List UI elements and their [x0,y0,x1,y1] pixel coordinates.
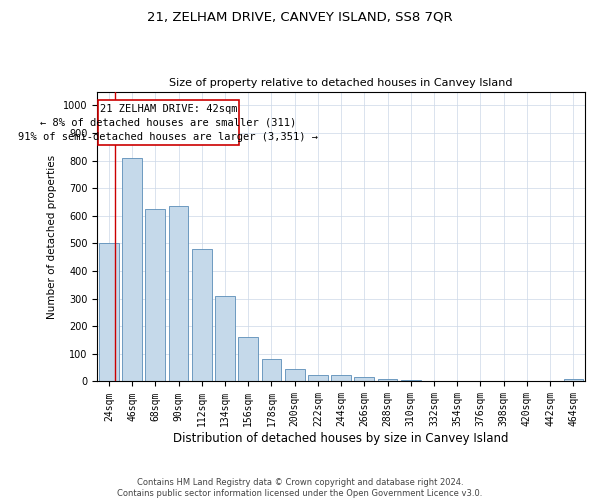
Bar [99,244,119,382]
Bar [331,376,351,382]
Bar [448,381,467,382]
Text: 21, ZELHAM DRIVE, CANVEY ISLAND, SS8 7QR: 21, ZELHAM DRIVE, CANVEY ISLAND, SS8 7QR [147,10,453,23]
Bar [563,380,583,382]
Bar [169,206,188,382]
Bar [378,378,397,382]
Bar [424,380,444,382]
Bar [122,158,142,382]
Bar [401,380,421,382]
Text: Contains HM Land Registry data © Crown copyright and database right 2024.
Contai: Contains HM Land Registry data © Crown c… [118,478,482,498]
Bar [238,338,258,382]
Bar [355,377,374,382]
Y-axis label: Number of detached properties: Number of detached properties [47,154,58,318]
Bar [215,296,235,382]
Bar [192,249,212,382]
Text: 21 ZELHAM DRIVE: 42sqm
← 8% of detached houses are smaller (311)
91% of semi-det: 21 ZELHAM DRIVE: 42sqm ← 8% of detached … [19,104,319,142]
Bar [285,369,305,382]
Bar [308,376,328,382]
Bar [262,360,281,382]
Bar [470,381,490,382]
Bar [145,209,165,382]
FancyBboxPatch shape [98,100,239,146]
X-axis label: Distribution of detached houses by size in Canvey Island: Distribution of detached houses by size … [173,432,509,445]
Title: Size of property relative to detached houses in Canvey Island: Size of property relative to detached ho… [169,78,513,88]
Bar [494,381,514,382]
